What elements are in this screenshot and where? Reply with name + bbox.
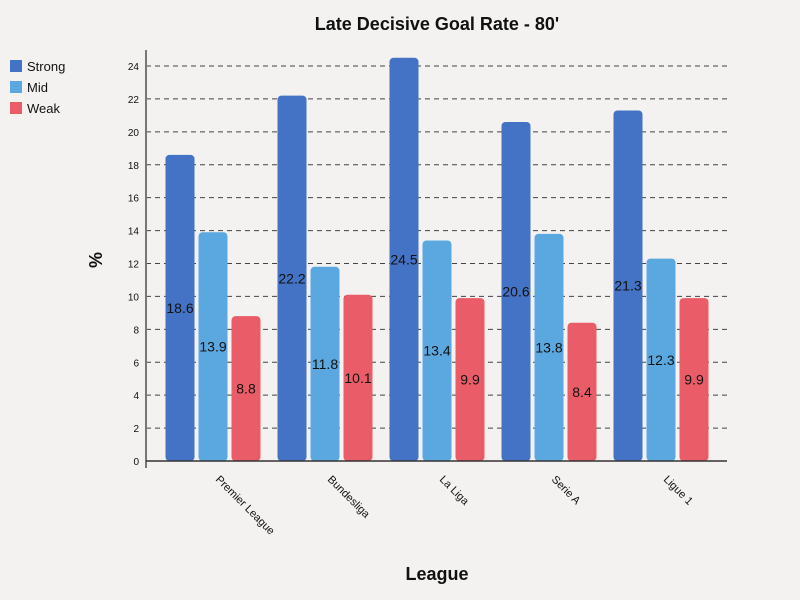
- y-tick-label: 12: [128, 260, 140, 271]
- bars: [165, 57, 709, 461]
- data-label: 10.1: [344, 370, 371, 386]
- bar-strong[interactable]: [165, 154, 195, 461]
- bar-mid[interactable]: [646, 258, 676, 461]
- legend-swatch: [10, 60, 22, 72]
- y-tick-label: 2: [133, 424, 139, 435]
- legend-swatch: [10, 102, 22, 114]
- x-axis-ticks: Premier League Bundesliga La Liga Serie A Li…: [213, 474, 695, 538]
- y-tick-label: 18: [128, 161, 140, 172]
- chart-title: Late Decisive Goal Rate - 80': [315, 14, 559, 34]
- data-label: 13.9: [199, 339, 226, 355]
- legend-label[interactable]: Mid: [27, 80, 48, 95]
- legend-label[interactable]: Strong: [27, 59, 65, 74]
- y-tick-label: 0: [133, 457, 139, 468]
- bar-mid[interactable]: [534, 233, 564, 461]
- y-tick-label: 4: [133, 391, 139, 402]
- data-label: 20.6: [502, 283, 529, 299]
- x-tick-label: La Liga: [437, 474, 472, 509]
- data-label: 9.9: [684, 372, 704, 388]
- data-label: 11.8: [312, 356, 338, 372]
- x-tick-label: Serie A: [549, 474, 583, 508]
- x-tick-label: Premier League: [213, 474, 277, 538]
- data-label: 13.4: [423, 343, 450, 359]
- legend-swatch: [10, 81, 22, 93]
- bar-mid[interactable]: [422, 240, 452, 461]
- x-tick-label: Ligue 1: [661, 474, 695, 508]
- y-tick-label: 10: [128, 292, 140, 303]
- y-tick-label: 24: [128, 62, 140, 73]
- bar-weak[interactable]: [455, 298, 485, 461]
- data-labels: 18.6 13.9 8.8 22.2 11.8 10.1 24.5 13.4 9.9 20.6 13…: [166, 251, 704, 399]
- y-tick-label: 16: [128, 194, 140, 205]
- data-label: 24.5: [390, 251, 417, 267]
- data-label: 8.8: [236, 381, 256, 397]
- bar-strong[interactable]: [277, 95, 307, 461]
- data-label: 21.3: [614, 278, 641, 294]
- y-tick-label: 20: [128, 128, 140, 139]
- data-label: 13.8: [535, 339, 562, 355]
- bar-mid[interactable]: [310, 266, 340, 461]
- x-axis-label: League: [405, 564, 468, 584]
- y-axis-label: %: [86, 252, 106, 268]
- bar-weak[interactable]: [231, 316, 261, 461]
- data-label: 18.6: [166, 300, 193, 316]
- data-label: 8.4: [572, 384, 592, 400]
- data-label: 12.3: [647, 352, 674, 368]
- bar-strong[interactable]: [501, 121, 531, 461]
- bar-weak[interactable]: [567, 322, 597, 461]
- y-tick-label: 14: [128, 227, 140, 238]
- bar-strong[interactable]: [613, 110, 643, 461]
- bar-weak[interactable]: [343, 294, 373, 461]
- bar-strong[interactable]: [389, 57, 419, 461]
- bar-mid[interactable]: [198, 232, 228, 461]
- legend[interactable]: Strong Mid Weak: [10, 59, 65, 116]
- bar-weak[interactable]: [679, 298, 709, 461]
- x-tick-label: Bundesliga: [325, 474, 373, 522]
- legend-label[interactable]: Weak: [27, 101, 60, 116]
- y-tick-label: 22: [128, 95, 140, 106]
- y-tick-label: 8: [133, 325, 139, 336]
- data-label: 22.2: [278, 270, 305, 286]
- data-label: 9.9: [460, 372, 480, 388]
- y-tick-label: 6: [133, 358, 139, 369]
